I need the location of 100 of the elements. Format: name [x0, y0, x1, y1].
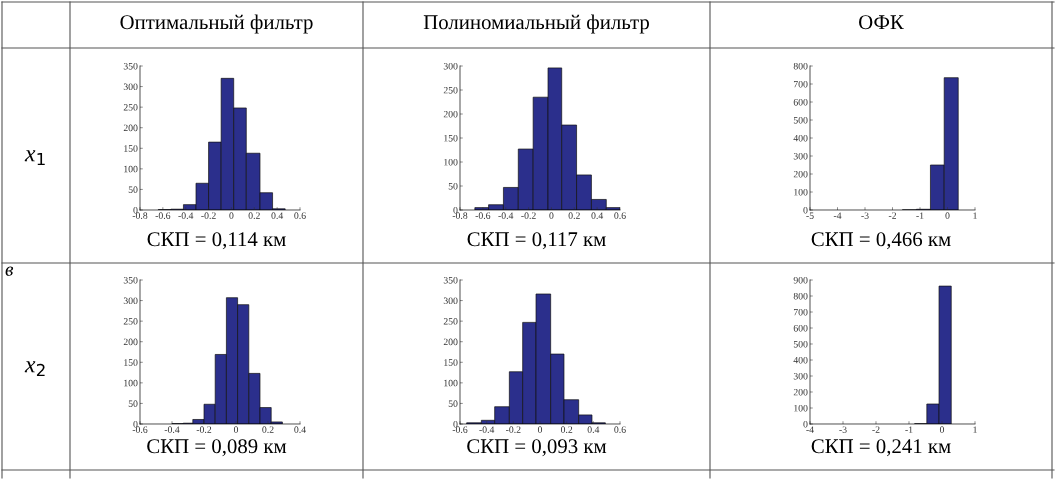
y-tick-label: 0 — [453, 420, 458, 428]
x-tick-label: -0.6 — [155, 212, 171, 219]
y-tick-label: 150 — [444, 359, 458, 366]
y-tick-label: 150 — [124, 145, 138, 152]
y-tick-label: 700 — [793, 308, 808, 316]
x-tick-label: -0.6 — [452, 426, 468, 433]
x-tick-label: 0.6 — [614, 212, 626, 219]
x-tick-label: -0.2 — [521, 212, 536, 219]
y-tick-label: 0 — [133, 420, 138, 428]
y-tick-label: 800 — [793, 62, 808, 70]
x-axis-title: СКП = 0,089 км — [147, 439, 287, 457]
x-tick-label: 0.4 — [591, 212, 604, 219]
y-tick-label: 50 — [128, 186, 138, 193]
y-tick-label: 350 — [443, 276, 458, 284]
y-tick-label: 100 — [794, 404, 808, 412]
x-tick-label: 0 — [945, 212, 950, 219]
y-tick-label: 100 — [124, 165, 138, 173]
y-tick-label: 300 — [443, 62, 458, 70]
chart-title: Полиномиальный фильтр — [423, 14, 649, 34]
y-tick-label: 350 — [123, 276, 138, 284]
y-tick-label: 400 — [793, 134, 808, 142]
x-axis-title: СКП = 0,093 км — [467, 439, 607, 457]
x-tick-label: -2 — [872, 426, 880, 433]
y-tick-label: 0 — [803, 206, 808, 214]
y-tick-label: 150 — [444, 134, 458, 142]
x-tick-label: -0.8 — [452, 212, 468, 219]
x-tick-label: -2 — [888, 212, 897, 219]
x-tick-label: 0.4 — [271, 212, 284, 219]
y-tick-label: 250 — [443, 318, 458, 325]
x-tick-label: -0.4 — [164, 426, 180, 433]
x-tick-label: 0.4 — [587, 426, 600, 433]
y-axis-title: x$_{1}$ — [24, 150, 45, 166]
y-tick-label: 800 — [793, 292, 808, 300]
y-tick-label: 250 — [123, 318, 138, 325]
y-tick-label: 300 — [793, 152, 808, 160]
y-tick-label: 100 — [444, 379, 458, 387]
y-tick-label: 300 — [123, 297, 138, 305]
chart-title: Оптимальный фильтр — [120, 14, 313, 34]
y-tick-label: 100 — [444, 158, 458, 166]
y-tick-label: 250 — [443, 86, 458, 94]
y-tick-label: 300 — [793, 372, 808, 380]
x-axis-title: СКП = 0,241 км — [811, 439, 951, 457]
y-tick-label: 50 — [128, 400, 138, 407]
x-tick-label: 0 — [233, 426, 239, 433]
y-tick-label: 200 — [793, 388, 808, 396]
x-tick-label: 1 — [973, 212, 977, 219]
y-tick-label: 100 — [124, 379, 138, 387]
x-tick-label: -5 — [806, 212, 814, 219]
y-tick-label: 200 — [793, 170, 808, 178]
y-tick-label: 600 — [793, 324, 808, 332]
x-tick-label: -0.2 — [506, 426, 521, 433]
y-tick-label: 0 — [453, 206, 458, 214]
x-tick-label: -3 — [861, 212, 869, 219]
x-tick-label: 0 — [229, 212, 234, 219]
y-tick-label: 500 — [793, 340, 808, 348]
x-tick-label: 0.2 — [560, 426, 573, 433]
x-tick-label: -0.4 — [479, 426, 495, 433]
y-tick-label: 0 — [133, 206, 138, 214]
x-tick-label: 0 — [549, 212, 554, 219]
y-tick-label: 100 — [794, 188, 808, 196]
y-tick-label: 300 — [123, 83, 138, 91]
x-tick-label: 0.2 — [262, 426, 274, 433]
x-tick-label: -4 — [833, 212, 842, 219]
x-tick-label: 0.4 — [294, 426, 306, 433]
x-tick-label: -4 — [806, 426, 814, 433]
y-tick-label: 150 — [124, 359, 138, 366]
y-tick-label: 600 — [793, 98, 808, 106]
y-tick-label: 500 — [793, 116, 808, 124]
y-tick-label: 0 — [803, 420, 808, 428]
x-axis-title: СКП = 0,466 км — [811, 232, 951, 250]
x-tick-label: -0.2 — [196, 426, 212, 433]
x-axis-title: СКП = 0,114 км — [147, 232, 286, 250]
y-tick-label: 50 — [448, 400, 458, 407]
y-tick-label: 400 — [793, 356, 808, 364]
y-tick-label: 350 — [123, 62, 138, 70]
x-tick-label: 0.6 — [294, 212, 306, 219]
chart-title: ОФК — [859, 15, 904, 30]
y-tick-label: 300 — [443, 297, 458, 305]
y-tick-label: 200 — [123, 338, 138, 346]
x-tick-label: -0.6 — [132, 426, 148, 433]
x-tick-label: -0.6 — [475, 212, 491, 219]
x-tick-label: 0 — [537, 426, 543, 433]
y-tick-label: 200 — [443, 338, 458, 346]
x-tick-label: -0.4 — [498, 212, 514, 219]
y-tick-label: 50 — [448, 182, 458, 190]
y-tick-label: 900 — [793, 276, 808, 284]
x-tick-label: 0.2 — [248, 212, 260, 219]
x-tick-label: -0.8 — [132, 212, 148, 219]
x-tick-label: -1 — [905, 426, 913, 433]
x-tick-label: 1 — [973, 426, 977, 433]
x-tick-label: 0.2 — [568, 212, 580, 219]
y-axis-title: x$_{2}$ — [24, 361, 45, 377]
x-tick-label: -0.2 — [201, 212, 216, 219]
x-tick-label: -0.4 — [178, 212, 194, 219]
y-tick-label: 250 — [123, 104, 138, 111]
y-tick-label: 200 — [443, 110, 458, 118]
y-tick-label: 200 — [123, 124, 138, 132]
text: в — [5, 266, 14, 276]
x-tick-label: -3 — [839, 426, 847, 433]
x-tick-label: 0 — [939, 426, 945, 433]
